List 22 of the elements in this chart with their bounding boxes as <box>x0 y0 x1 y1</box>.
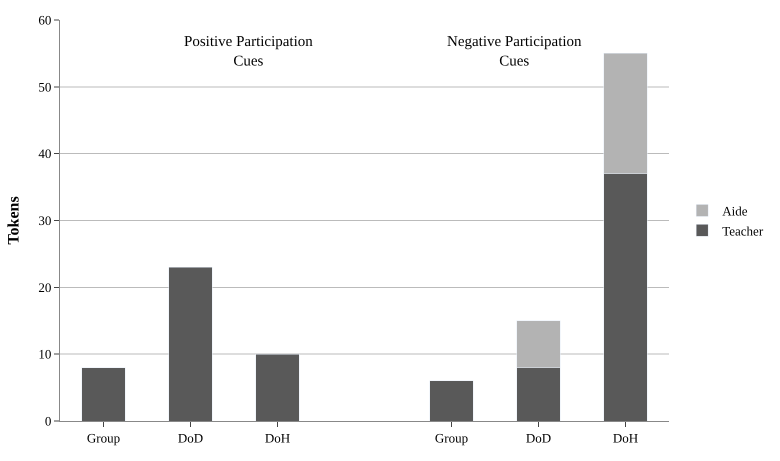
y-tick-label: 0 <box>44 414 52 429</box>
y-tick-label: 10 <box>38 346 52 362</box>
y-axis-title: Tokens <box>5 196 22 245</box>
y-tick-label: 20 <box>38 280 52 295</box>
annotation: Negative Participation Cues <box>447 34 582 70</box>
x-tick-label: Group <box>86 430 120 446</box>
y-tick-label: 50 <box>38 79 52 94</box>
x-tick-label: DoD <box>178 430 204 446</box>
x-tick-label: Group <box>434 430 468 446</box>
x-tick-label: DoH <box>264 430 290 446</box>
bar <box>168 267 212 421</box>
y-tick-label: 40 <box>38 146 52 162</box>
x-tick-label: DoD <box>526 430 552 446</box>
bar <box>256 354 300 421</box>
y-tick-label: 30 <box>38 213 52 228</box>
bar <box>430 380 474 421</box>
annotation: Positive Participation Cues <box>184 34 314 70</box>
x-tick-label: DoH <box>612 430 638 446</box>
bar <box>82 367 126 421</box>
legend-label: Teacher <box>722 223 764 238</box>
legend-label: Aide <box>722 204 748 219</box>
y-tick-label: 60 <box>38 12 52 28</box>
